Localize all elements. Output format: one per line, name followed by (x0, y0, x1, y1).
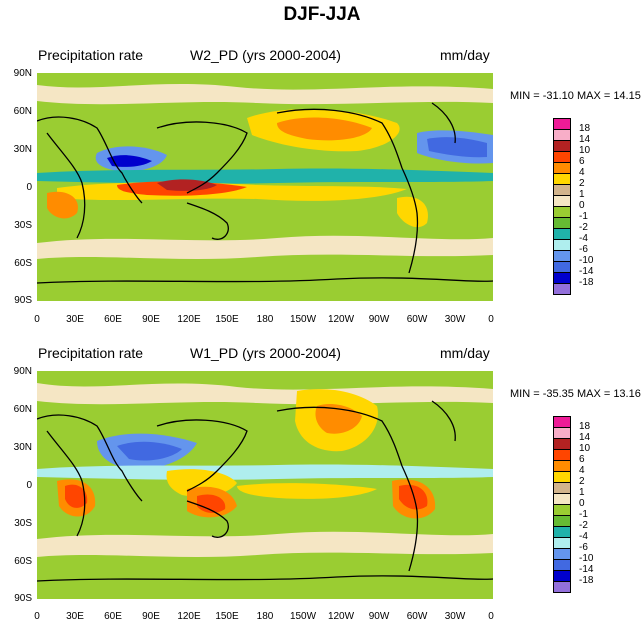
colorbar-label: 18 (579, 421, 591, 432)
colorbar-label: -4 (579, 233, 588, 244)
panel2-lon-label: 30E (66, 611, 84, 622)
colorbar-label: -14 (579, 564, 594, 575)
panel1-lat-label: 30N (13, 144, 32, 155)
colorbar-label: -10 (579, 553, 594, 564)
colorbar-label: -18 (579, 277, 594, 288)
colorbar-label: -2 (579, 520, 588, 531)
colorbar-label: 14 (579, 432, 591, 443)
panel1-lat-label: 60S (14, 258, 32, 269)
colorbar-label: -1 (579, 509, 588, 520)
figure-title: DJF-JJA (283, 4, 361, 25)
colorbar-label: 1 (579, 487, 585, 498)
panel1-lat-label: 90S (14, 295, 32, 306)
colorbar-label: 6 (579, 454, 585, 465)
colorbar-label: 0 (579, 498, 585, 509)
panel1-lon-label: 30E (66, 314, 84, 325)
panel2-colorbar: 18 14 10 6 4 2 1 0 -1 -2 -4 -6 -10 -14 -18 (553, 416, 613, 596)
panel2-lat-label: 90N (13, 366, 32, 377)
colorbar-label: -6 (579, 244, 588, 255)
colorbar-label: 2 (579, 178, 585, 189)
panel2-lat-label: 0 (26, 480, 32, 491)
panel1-minmax: MIN = -31.10 MAX = 14.15 (510, 90, 641, 102)
colorbar-label: 4 (579, 465, 585, 476)
panel2-case-label: W1_PD (yrs 2000-2004) (190, 345, 341, 361)
panel1-case-label: W2_PD (yrs 2000-2004) (190, 47, 341, 63)
panel1-lon-label: 60E (104, 314, 122, 325)
panel1-lat-label: 30S (14, 220, 32, 231)
panel1-lon-label: 0 (34, 314, 40, 325)
panel2-lon-label: 90E (142, 611, 160, 622)
panel2-lon-label: 150W (289, 611, 317, 622)
panel1-lon-label: 30W (444, 314, 466, 325)
panel2-lon-label: 150E (215, 611, 239, 622)
panel2-lat-label: 60S (14, 556, 32, 567)
panel2-lon-label: 120W (327, 611, 355, 622)
colorbar-label: 2 (579, 476, 585, 487)
panel2-lon-label: 0 (488, 611, 494, 622)
panel1-lon-label: 120W (327, 314, 355, 325)
panel1-variable-label: Precipitation rate (38, 47, 144, 63)
colorbar-swatch (553, 283, 571, 295)
colorbar-label: 1 (579, 189, 585, 200)
panel2-variable-label: Precipitation rate (38, 345, 144, 361)
panel1-lon-label: 90W (368, 314, 390, 325)
panel1-lat-label: 60N (13, 106, 32, 117)
panel2-lat-label: 90S (14, 593, 32, 604)
panel1-lon-label: 0 (488, 314, 494, 325)
panel2-lat-label: 60N (13, 404, 32, 415)
panel2-lon-label: 60E (104, 611, 122, 622)
colorbar-label: -14 (579, 266, 594, 277)
colorbar-label: -10 (579, 255, 594, 266)
panel1-lon-label: 150W (289, 314, 317, 325)
panel1-lat-label: 90N (13, 68, 32, 79)
panel1-lon-label: 180 (256, 314, 274, 325)
colorbar-label: 0 (579, 200, 585, 211)
colorbar-label: 6 (579, 156, 585, 167)
colorbar-label: 18 (579, 123, 591, 134)
panel1-lat-label: 0 (26, 182, 32, 193)
colorbar-swatch (553, 581, 571, 593)
panel2-lon-label: 90W (368, 611, 390, 622)
panel1-lon-label: 150E (215, 314, 239, 325)
panel1-colorbar: 18 14 10 6 4 2 1 0 -1 -2 -4 -6 -10 -14 -18 (553, 118, 613, 298)
panel2-units-label: mm/day (440, 345, 490, 361)
colorbar-label: 4 (579, 167, 585, 178)
panel2-minmax: MIN = -35.35 MAX = 13.16 (510, 388, 641, 400)
panel1-lon-label: 60W (406, 314, 428, 325)
colorbar-label: -2 (579, 222, 588, 233)
panel2-lat-label: 30S (14, 518, 32, 529)
panel2-lon-label: 60W (406, 611, 428, 622)
colorbar-label: -6 (579, 542, 588, 553)
colorbar-label: 10 (579, 145, 591, 156)
panel2-lat-label: 30N (13, 442, 32, 453)
panel2-lon-label: 120E (177, 611, 201, 622)
panel2-lon-label: 0 (34, 611, 40, 622)
panel1-lon-label: 90E (142, 314, 160, 325)
colorbar-label: 14 (579, 134, 591, 145)
panel1-lon-label: 120E (177, 314, 201, 325)
colorbar-label: 10 (579, 443, 591, 454)
panel2-lon-label: 180 (256, 611, 274, 622)
panel2-lon-label: 30W (444, 611, 466, 622)
panel2-map (37, 371, 493, 599)
colorbar-label: -1 (579, 211, 588, 222)
panel1-units-label: mm/day (440, 47, 490, 63)
colorbar-label: -4 (579, 531, 588, 542)
panel1-map (37, 73, 493, 301)
colorbar-label: -18 (579, 575, 594, 586)
